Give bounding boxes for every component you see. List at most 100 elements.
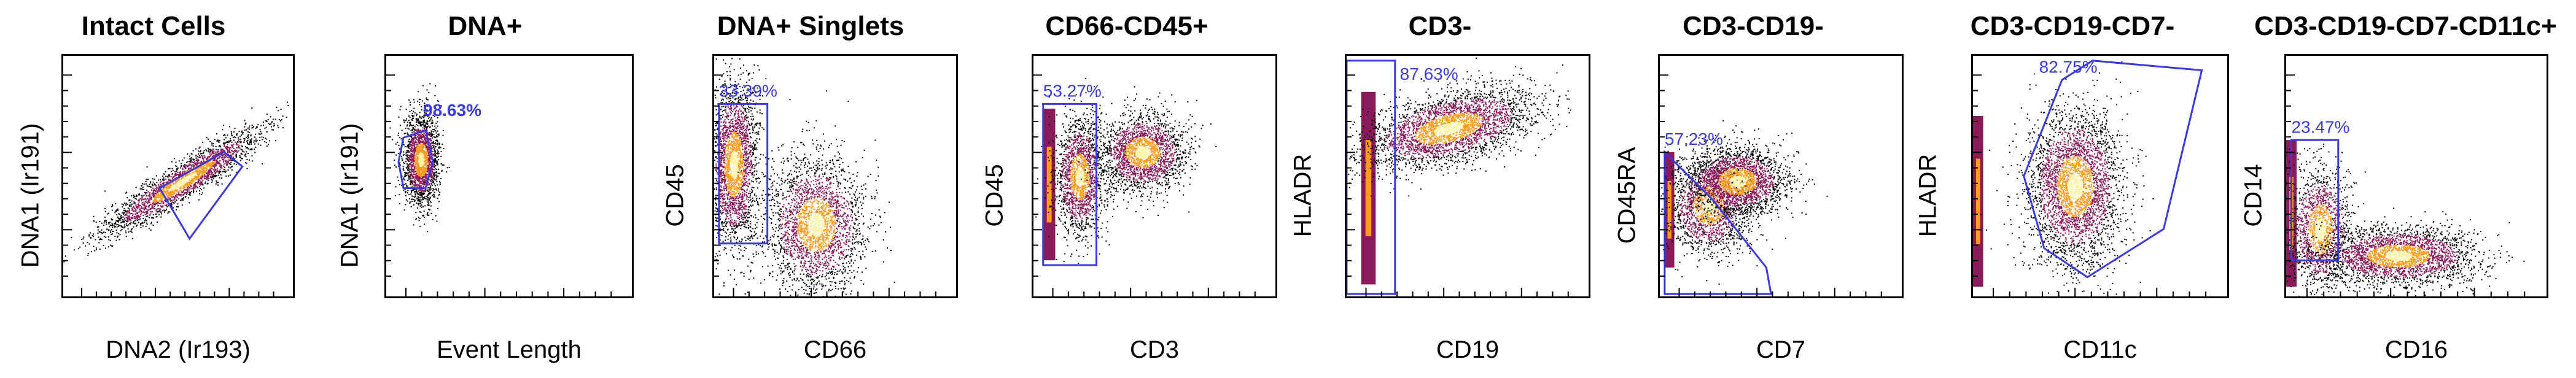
event-dot: [410, 150, 411, 152]
event-dot: [441, 170, 443, 172]
event-dot: [423, 146, 425, 148]
event-dot: [425, 175, 427, 177]
event-dot: [427, 105, 429, 107]
event-dot: [403, 151, 405, 153]
event-dot: [190, 153, 192, 154]
event-dot: [187, 197, 189, 199]
event-dot: [418, 152, 419, 153]
event-dot: [416, 175, 418, 177]
event-dot: [403, 153, 405, 155]
event-dot: [202, 179, 204, 181]
event-dot: [146, 190, 148, 191]
event-dot: [190, 157, 192, 159]
event-dot: [136, 215, 138, 217]
event-dot: [136, 195, 138, 196]
event-dot: [414, 151, 416, 153]
event-dot: [273, 125, 275, 126]
event-dot: [206, 164, 208, 166]
event-dot: [440, 151, 442, 153]
event-dot: [426, 127, 427, 129]
event-dot: [414, 181, 416, 183]
event-dot: [197, 158, 199, 160]
event-dot: [231, 135, 233, 137]
event-dot: [414, 150, 416, 152]
event-dot: [758, 253, 760, 255]
event-dot: [413, 138, 415, 140]
event-dot: [431, 171, 433, 172]
event-dot: [402, 155, 404, 156]
event-dot: [414, 155, 416, 156]
event-dot: [254, 136, 256, 138]
event-dot: [179, 174, 181, 176]
event-dot: [422, 185, 424, 187]
event-dot: [408, 141, 410, 142]
event-dot: [121, 226, 123, 228]
event-dot: [430, 139, 432, 141]
event-dot: [404, 146, 406, 148]
event-dot: [230, 164, 232, 165]
event-dot: [421, 109, 422, 110]
event-dot: [253, 140, 255, 142]
event-dot: [212, 165, 214, 167]
event-dot: [159, 182, 161, 183]
event-dot: [177, 194, 179, 196]
event-dot: [107, 222, 109, 223]
event-dot: [171, 168, 173, 169]
event-dot: [399, 194, 400, 196]
event-dot: [144, 206, 146, 207]
event-dot: [230, 131, 232, 133]
event-dot: [427, 215, 429, 217]
event-dot: [426, 97, 427, 99]
event-dot: [101, 239, 103, 241]
event-dot: [426, 147, 428, 148]
event-dot: [427, 195, 429, 196]
event-dot: [411, 186, 413, 188]
event-dot: [435, 158, 436, 160]
event-dot: [407, 168, 409, 169]
event-dot: [236, 142, 238, 144]
event-dot: [158, 195, 160, 196]
event-dot: [187, 180, 189, 182]
event-dot: [424, 157, 426, 159]
event-dot: [199, 162, 201, 164]
event-dot: [423, 162, 424, 164]
event-dot: [177, 191, 179, 193]
event-dot: [78, 248, 80, 250]
event-dot: [432, 122, 434, 123]
event-dot: [198, 176, 200, 177]
event-dot: [418, 175, 419, 177]
event-dot: [160, 216, 162, 218]
event-dot: [141, 210, 142, 212]
event-dot: [426, 152, 427, 153]
event-dot: [125, 210, 127, 212]
event-dot: [427, 125, 429, 127]
event-dot: [209, 167, 211, 169]
event-dot: [174, 175, 176, 177]
event-dot: [163, 182, 165, 183]
event-dot: [179, 182, 181, 183]
event-dot: [419, 162, 421, 164]
event-dot: [143, 183, 145, 185]
event-dot: [177, 175, 179, 177]
event-dot: [115, 202, 117, 204]
event-dot: [220, 174, 222, 176]
event-dot: [427, 99, 429, 101]
event-dot: [239, 139, 241, 140]
event-dot: [214, 166, 216, 167]
event-dot: [420, 193, 422, 194]
event-dot: [418, 150, 420, 152]
event-dot: [410, 165, 412, 167]
event-dot: [166, 191, 168, 193]
event-dot: [411, 170, 413, 172]
event-dot: [128, 215, 130, 217]
event-dot: [194, 166, 196, 168]
event-dot: [188, 164, 190, 166]
event-dot: [439, 183, 441, 185]
event-dot: [424, 126, 426, 128]
event-dot: [422, 161, 424, 163]
event-dot: [191, 176, 193, 177]
event-dot: [419, 156, 421, 158]
event-dot: [430, 132, 432, 134]
event-dot: [250, 142, 252, 143]
event-dot: [116, 226, 118, 228]
